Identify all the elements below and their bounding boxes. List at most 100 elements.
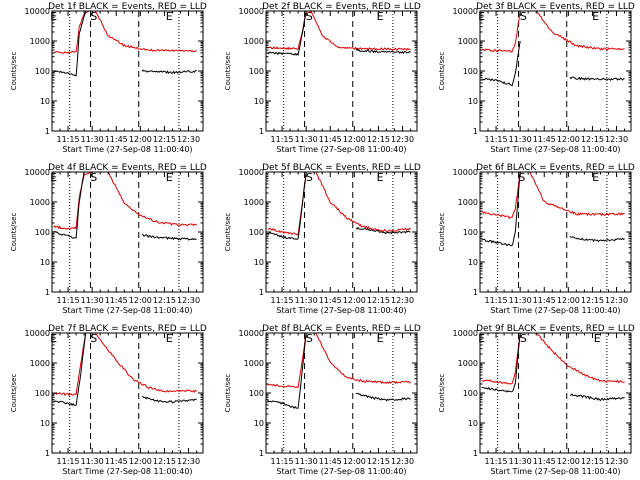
y-tick-label: 100 <box>35 389 50 398</box>
flag-label: E <box>478 10 485 23</box>
flag-label: E <box>592 10 599 23</box>
events-series-line <box>267 172 307 240</box>
x-tick-label: 11:15 <box>271 296 294 305</box>
panel-title: Det 7f BLACK = Events, RED = LLD <box>48 324 207 334</box>
flag-label: S <box>520 332 527 345</box>
panel-title: Det 2f BLACK = Events, RED = LLD <box>262 2 421 12</box>
y-tick-label: 1 <box>259 288 264 297</box>
y-axis-label: Counts/sec <box>224 52 232 91</box>
flag-label: S <box>306 10 313 23</box>
y-tick-label: 1000 <box>244 359 264 368</box>
panel-title: Det 8f BLACK = Events, RED = LLD <box>262 324 421 334</box>
flag-label: S <box>90 171 97 184</box>
y-tick-label: 10 <box>40 419 50 428</box>
lld-series-line <box>267 11 411 52</box>
y-tick-label: 1000 <box>458 359 478 368</box>
panel-title: Det 5f BLACK = Events, RED = LLD <box>262 163 421 173</box>
x-tick-label: 11:15 <box>485 135 508 144</box>
series-group <box>481 172 625 247</box>
series-group <box>53 172 197 241</box>
y-axis-label: Counts/sec <box>438 374 446 413</box>
y-axis-label: Counts/sec <box>438 213 446 252</box>
x-axis-label: Start Time (27-Sep-08 11:00:40) <box>276 467 406 476</box>
panel-title: Det 6f BLACK = Events, RED = LLD <box>476 163 635 173</box>
y-tick-label: 100 <box>463 67 478 76</box>
x-tick-label: 12:30 <box>605 135 628 144</box>
y-tick-label: 10000 <box>239 168 264 177</box>
flag-label: E <box>166 171 173 184</box>
x-tick-label: 12:00 <box>343 457 366 466</box>
flag-label: S <box>306 332 313 345</box>
x-tick-label: 12:15 <box>367 135 390 144</box>
y-tick-label: 1000 <box>30 198 50 207</box>
x-tick-label: 11:15 <box>57 296 80 305</box>
events-series-line <box>141 69 197 75</box>
series-group <box>267 11 411 56</box>
x-tick-label: 12:15 <box>153 296 176 305</box>
y-tick-label: 100 <box>249 67 264 76</box>
x-tick-label: 11:15 <box>485 457 508 466</box>
x-axis-label: Start Time (27-Sep-08 11:00:40) <box>490 467 620 476</box>
x-tick-label: 11:45 <box>533 135 556 144</box>
x-tick-label: 11:15 <box>271 457 294 466</box>
x-axis-label: Start Time (27-Sep-08 11:00:40) <box>62 145 192 154</box>
y-tick-label: 10000 <box>453 7 478 16</box>
lld-series-line <box>267 172 411 236</box>
y-tick-label: 10000 <box>25 329 50 338</box>
y-tick-label: 10000 <box>239 329 264 338</box>
x-axis-label: Start Time (27-Sep-08 11:00:40) <box>62 467 192 476</box>
y-tick-label: 10 <box>468 258 478 267</box>
flag-label: E <box>50 171 57 184</box>
x-tick-label: 11:30 <box>295 296 318 305</box>
flag-label: E <box>377 171 384 184</box>
plot-frame <box>479 10 632 132</box>
flag-label: E <box>377 10 384 23</box>
plot-frame <box>479 171 632 293</box>
x-tick-label: 12:30 <box>605 457 628 466</box>
series-group <box>481 333 625 402</box>
events-series-line <box>141 395 197 404</box>
x-tick-label: 11:30 <box>81 296 104 305</box>
lld-series-line <box>53 11 197 55</box>
events-series-line <box>481 333 521 393</box>
events-series-line <box>267 333 307 409</box>
x-tick-label: 12:30 <box>391 457 414 466</box>
x-axis-label: Start Time (27-Sep-08 11:00:40) <box>276 145 406 154</box>
y-tick-label: 1000 <box>244 37 264 46</box>
flag-label: S <box>520 10 527 23</box>
y-tick-label: 1 <box>473 288 478 297</box>
x-tick-label: 12:15 <box>367 457 390 466</box>
x-tick-label: 11:30 <box>81 457 104 466</box>
y-axis-label: Counts/sec <box>224 374 232 413</box>
x-tick-label: 12:15 <box>581 135 604 144</box>
x-tick-label: 11:15 <box>57 135 80 144</box>
y-tick-label: 100 <box>35 228 50 237</box>
y-tick-label: 1 <box>45 449 50 458</box>
plot-frame <box>479 332 632 454</box>
events-series-line <box>355 48 411 54</box>
plot-frame <box>265 332 418 454</box>
plot-frame <box>51 10 204 132</box>
flag-label: E <box>50 10 57 23</box>
y-tick-label: 10 <box>468 97 478 106</box>
x-tick-label: 12:15 <box>367 296 390 305</box>
y-axis-label: Counts/sec <box>224 213 232 252</box>
events-series-line <box>53 172 85 239</box>
x-tick-label: 12:00 <box>343 135 366 144</box>
x-tick-label: 12:15 <box>153 457 176 466</box>
lld-series-line <box>53 172 197 230</box>
y-tick-label: 1 <box>473 127 478 136</box>
x-tick-label: 12:15 <box>581 296 604 305</box>
y-tick-label: 1 <box>473 449 478 458</box>
y-tick-label: 1 <box>45 288 50 297</box>
y-tick-label: 10000 <box>453 168 478 177</box>
x-tick-label: 12:30 <box>177 296 200 305</box>
panel-title: Det 3f BLACK = Events, RED = LLD <box>476 2 635 12</box>
flag-label: S <box>306 171 313 184</box>
x-tick-label: 11:30 <box>509 457 532 466</box>
